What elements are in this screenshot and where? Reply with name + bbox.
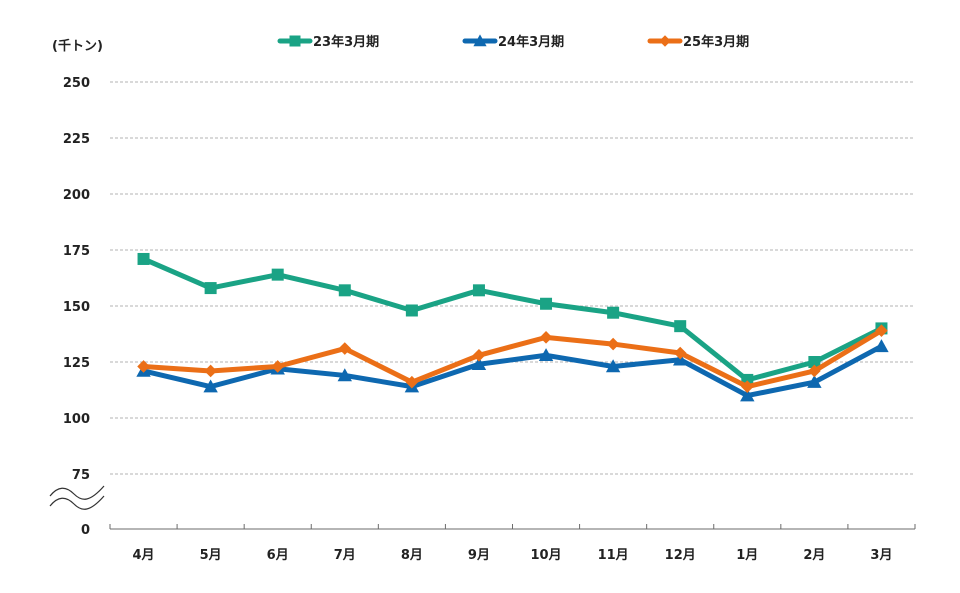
data-point — [471, 357, 487, 370]
axis-break-mark — [49, 495, 105, 510]
data-point — [472, 348, 486, 362]
x-tick-label: 6月 — [267, 548, 289, 563]
x-tick-label: 4月 — [133, 548, 155, 563]
x-tick-label: 1月 — [736, 548, 758, 563]
data-point — [271, 268, 284, 281]
data-point — [338, 284, 351, 297]
x-tick-label: 12月 — [665, 548, 696, 563]
legend-label: 25年3月期 — [683, 34, 749, 50]
x-tick-label: 9月 — [468, 548, 490, 563]
x-tick-label: 10月 — [530, 548, 561, 563]
y-tick-label: 100 — [63, 412, 90, 427]
data-point — [606, 337, 620, 351]
y-tick-label: 250 — [63, 76, 90, 91]
legend-marker — [289, 35, 301, 47]
legend-marker — [473, 34, 487, 47]
y-tick-label: 225 — [63, 132, 90, 147]
x-tick-label: 5月 — [200, 548, 222, 563]
data-point — [808, 364, 821, 378]
x-tick-label: 2月 — [803, 548, 825, 563]
data-point — [137, 360, 150, 373]
y-tick-label: 125 — [63, 356, 90, 371]
series-line-2 — [141, 343, 884, 399]
data-point — [472, 284, 485, 297]
data-point — [204, 364, 217, 378]
series-line-1 — [141, 256, 884, 383]
y-tick-label: 0 — [81, 523, 90, 538]
data-point — [540, 297, 553, 310]
y-tick-label: 75 — [72, 468, 90, 483]
data-point — [338, 342, 352, 355]
x-tick-label: 8月 — [401, 548, 423, 563]
data-point — [607, 306, 620, 319]
data-point — [203, 379, 218, 393]
legend-label: 24年3月期 — [498, 34, 564, 50]
legend-label: 23年3月期 — [313, 34, 379, 50]
legend-marker — [659, 35, 671, 47]
data-point — [605, 359, 621, 373]
axis-break-mark — [49, 485, 105, 500]
data-point — [337, 368, 352, 382]
data-point — [740, 380, 754, 393]
series-line-3 — [141, 328, 884, 390]
data-point — [539, 331, 553, 344]
data-point — [204, 282, 217, 295]
data-point — [875, 324, 888, 337]
data-point — [874, 339, 889, 353]
data-point — [674, 320, 687, 333]
y-axis-unit-label: (千トン) — [52, 38, 103, 54]
data-point — [271, 360, 285, 373]
x-tick-label: 3月 — [870, 548, 892, 563]
y-tick-label: 175 — [63, 244, 90, 259]
x-tick-label: 11月 — [598, 548, 629, 563]
data-point — [405, 304, 418, 317]
x-tick-label: 7月 — [334, 548, 356, 563]
data-point — [405, 375, 419, 389]
data-point — [808, 356, 821, 368]
data-point — [807, 374, 822, 388]
data-point — [137, 252, 150, 265]
data-point — [673, 346, 687, 360]
data-point — [740, 388, 755, 402]
data-point — [538, 348, 554, 362]
y-tick-label: 200 — [63, 188, 90, 203]
y-tick-label: 150 — [63, 300, 90, 315]
